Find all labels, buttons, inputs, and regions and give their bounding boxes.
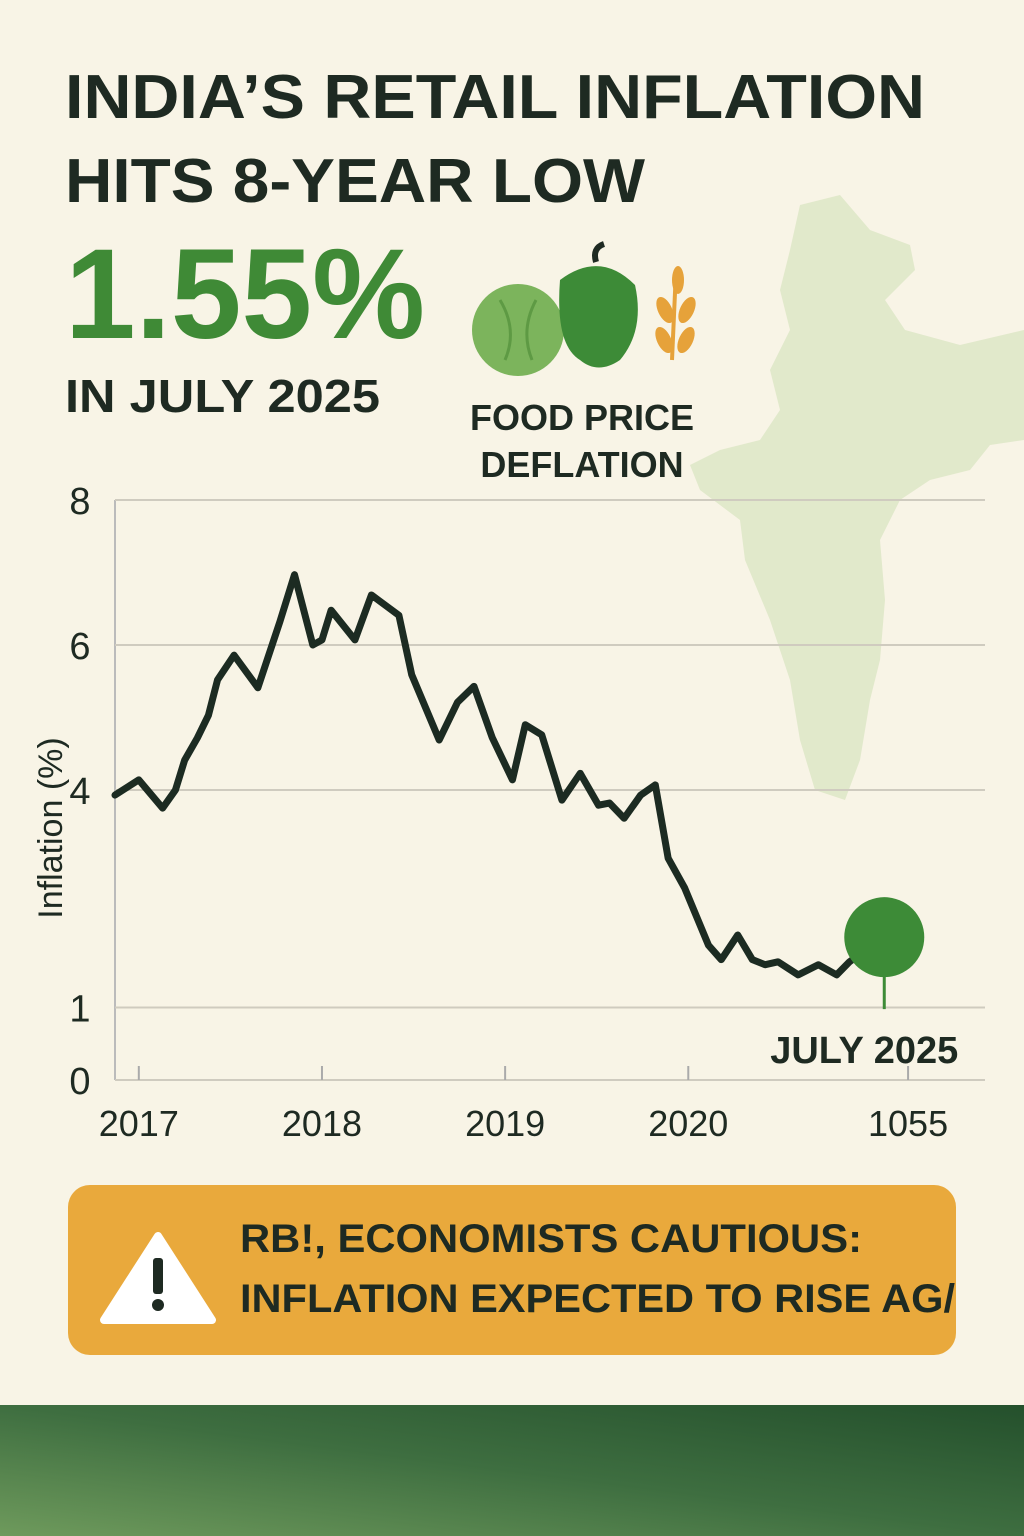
plot: 0 1 4 6 8 2017 2018 2019 2020 1055 JULY 2025 xyxy=(69,481,985,1144)
title-line: HITS 8-YEAR LOW xyxy=(65,147,645,216)
annotation: JULY 2025 xyxy=(770,1030,958,1072)
y-tick-label: 4 xyxy=(69,771,90,813)
x-tick-label: 2018 xyxy=(282,1103,362,1144)
x-tick-label: 2017 xyxy=(99,1103,179,1144)
warning-icon-dot xyxy=(152,1299,164,1311)
y-axis-label: Inflation (%) xyxy=(32,737,70,918)
figure-caption: IN JULY 2025 xyxy=(65,370,380,422)
x-tick-label: 2020 xyxy=(648,1103,728,1144)
warning-icon-bar xyxy=(153,1258,163,1294)
food-icons xyxy=(472,241,696,376)
india-map xyxy=(690,195,1024,800)
y-tick-label: 0 xyxy=(69,1061,90,1103)
alert-line: RB!, ECONOMISTS CAUTIOUS: xyxy=(240,1217,862,1261)
x-tick-label: 2019 xyxy=(465,1103,545,1144)
y-tick-label: 6 xyxy=(69,626,90,668)
y-tick-label: 1 xyxy=(69,989,90,1031)
y-tick-label: 8 xyxy=(69,481,90,523)
x-tick-label: 1055 xyxy=(868,1103,948,1144)
alert-box xyxy=(68,1185,956,1355)
badge-line: DEFLATION xyxy=(480,444,683,485)
alert-line: INFLATION EXPECTED TO RISE AG/ xyxy=(240,1277,955,1321)
title-line: INDIA’S RETAIL INFLATION xyxy=(65,63,925,132)
headline-figure: 1.55% xyxy=(65,223,425,366)
footer-band xyxy=(0,1405,1024,1536)
line-series xyxy=(111,571,888,979)
badge-line: FOOD PRICE xyxy=(470,397,694,438)
highlight-point xyxy=(844,897,925,978)
